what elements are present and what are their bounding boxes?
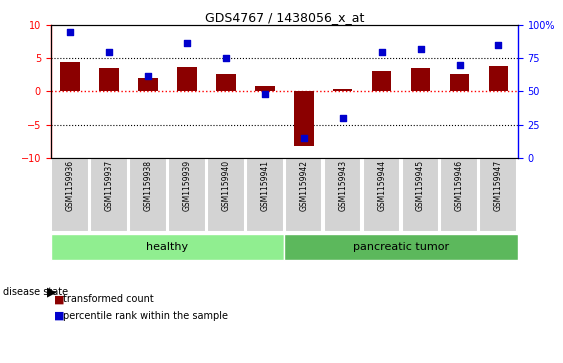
Point (66, 29, 75, 35)
Point (182, 40, 191, 45)
FancyBboxPatch shape (129, 158, 167, 232)
Bar (216, 74, 236, 91)
Point (494, 42, 503, 48)
FancyBboxPatch shape (401, 158, 439, 232)
FancyBboxPatch shape (363, 158, 400, 232)
Bar (372, 71, 391, 91)
FancyBboxPatch shape (207, 158, 244, 232)
Text: percentile rank within the sample: percentile rank within the sample (63, 311, 228, 321)
Bar (177, 67, 196, 91)
Bar (99, 68, 119, 91)
Bar (255, 86, 275, 91)
Bar (138, 78, 158, 91)
FancyBboxPatch shape (285, 158, 323, 232)
Point (338, 115, 347, 121)
Point (300, 135, 309, 140)
Bar (333, 90, 352, 91)
Text: GSM1159943: GSM1159943 (338, 160, 347, 211)
Bar (294, 91, 314, 146)
Text: GSM1159944: GSM1159944 (377, 160, 386, 211)
Point (260, 91, 269, 97)
FancyBboxPatch shape (284, 234, 518, 260)
Text: GSM1159946: GSM1159946 (455, 160, 464, 211)
FancyBboxPatch shape (51, 234, 284, 260)
FancyBboxPatch shape (51, 158, 89, 232)
Point (144, 73, 153, 78)
Text: disease state: disease state (3, 287, 68, 297)
Point (221, 56, 230, 61)
FancyBboxPatch shape (246, 158, 284, 232)
Bar (411, 68, 430, 91)
Text: healthy: healthy (146, 242, 189, 252)
Text: ▶: ▶ (47, 286, 56, 299)
Title: GDS4767 / 1438056_x_at: GDS4767 / 1438056_x_at (204, 11, 364, 24)
Text: GSM1159938: GSM1159938 (144, 160, 153, 211)
Text: GSM1159945: GSM1159945 (416, 160, 425, 211)
Point (105, 49, 114, 55)
Point (416, 46, 425, 52)
Text: transformed count: transformed count (63, 294, 154, 305)
Bar (489, 66, 508, 91)
FancyBboxPatch shape (440, 158, 478, 232)
Text: GSM1159937: GSM1159937 (105, 160, 114, 211)
Text: GSM1159947: GSM1159947 (494, 160, 503, 211)
Text: ■: ■ (53, 311, 64, 321)
Text: GSM1159942: GSM1159942 (300, 160, 309, 211)
Text: GSM1159939: GSM1159939 (182, 160, 191, 211)
Text: pancreatic tumor: pancreatic tumor (353, 242, 449, 252)
FancyBboxPatch shape (168, 158, 205, 232)
FancyBboxPatch shape (90, 158, 128, 232)
Point (377, 49, 386, 55)
FancyBboxPatch shape (324, 158, 361, 232)
Bar (60, 62, 80, 91)
Text: ■: ■ (53, 294, 64, 305)
Text: GSM1159941: GSM1159941 (260, 160, 269, 211)
Text: GSM1159940: GSM1159940 (221, 160, 230, 211)
FancyBboxPatch shape (480, 158, 517, 232)
Text: GSM1159936: GSM1159936 (66, 160, 75, 211)
Bar (450, 74, 470, 91)
Point (455, 62, 464, 68)
